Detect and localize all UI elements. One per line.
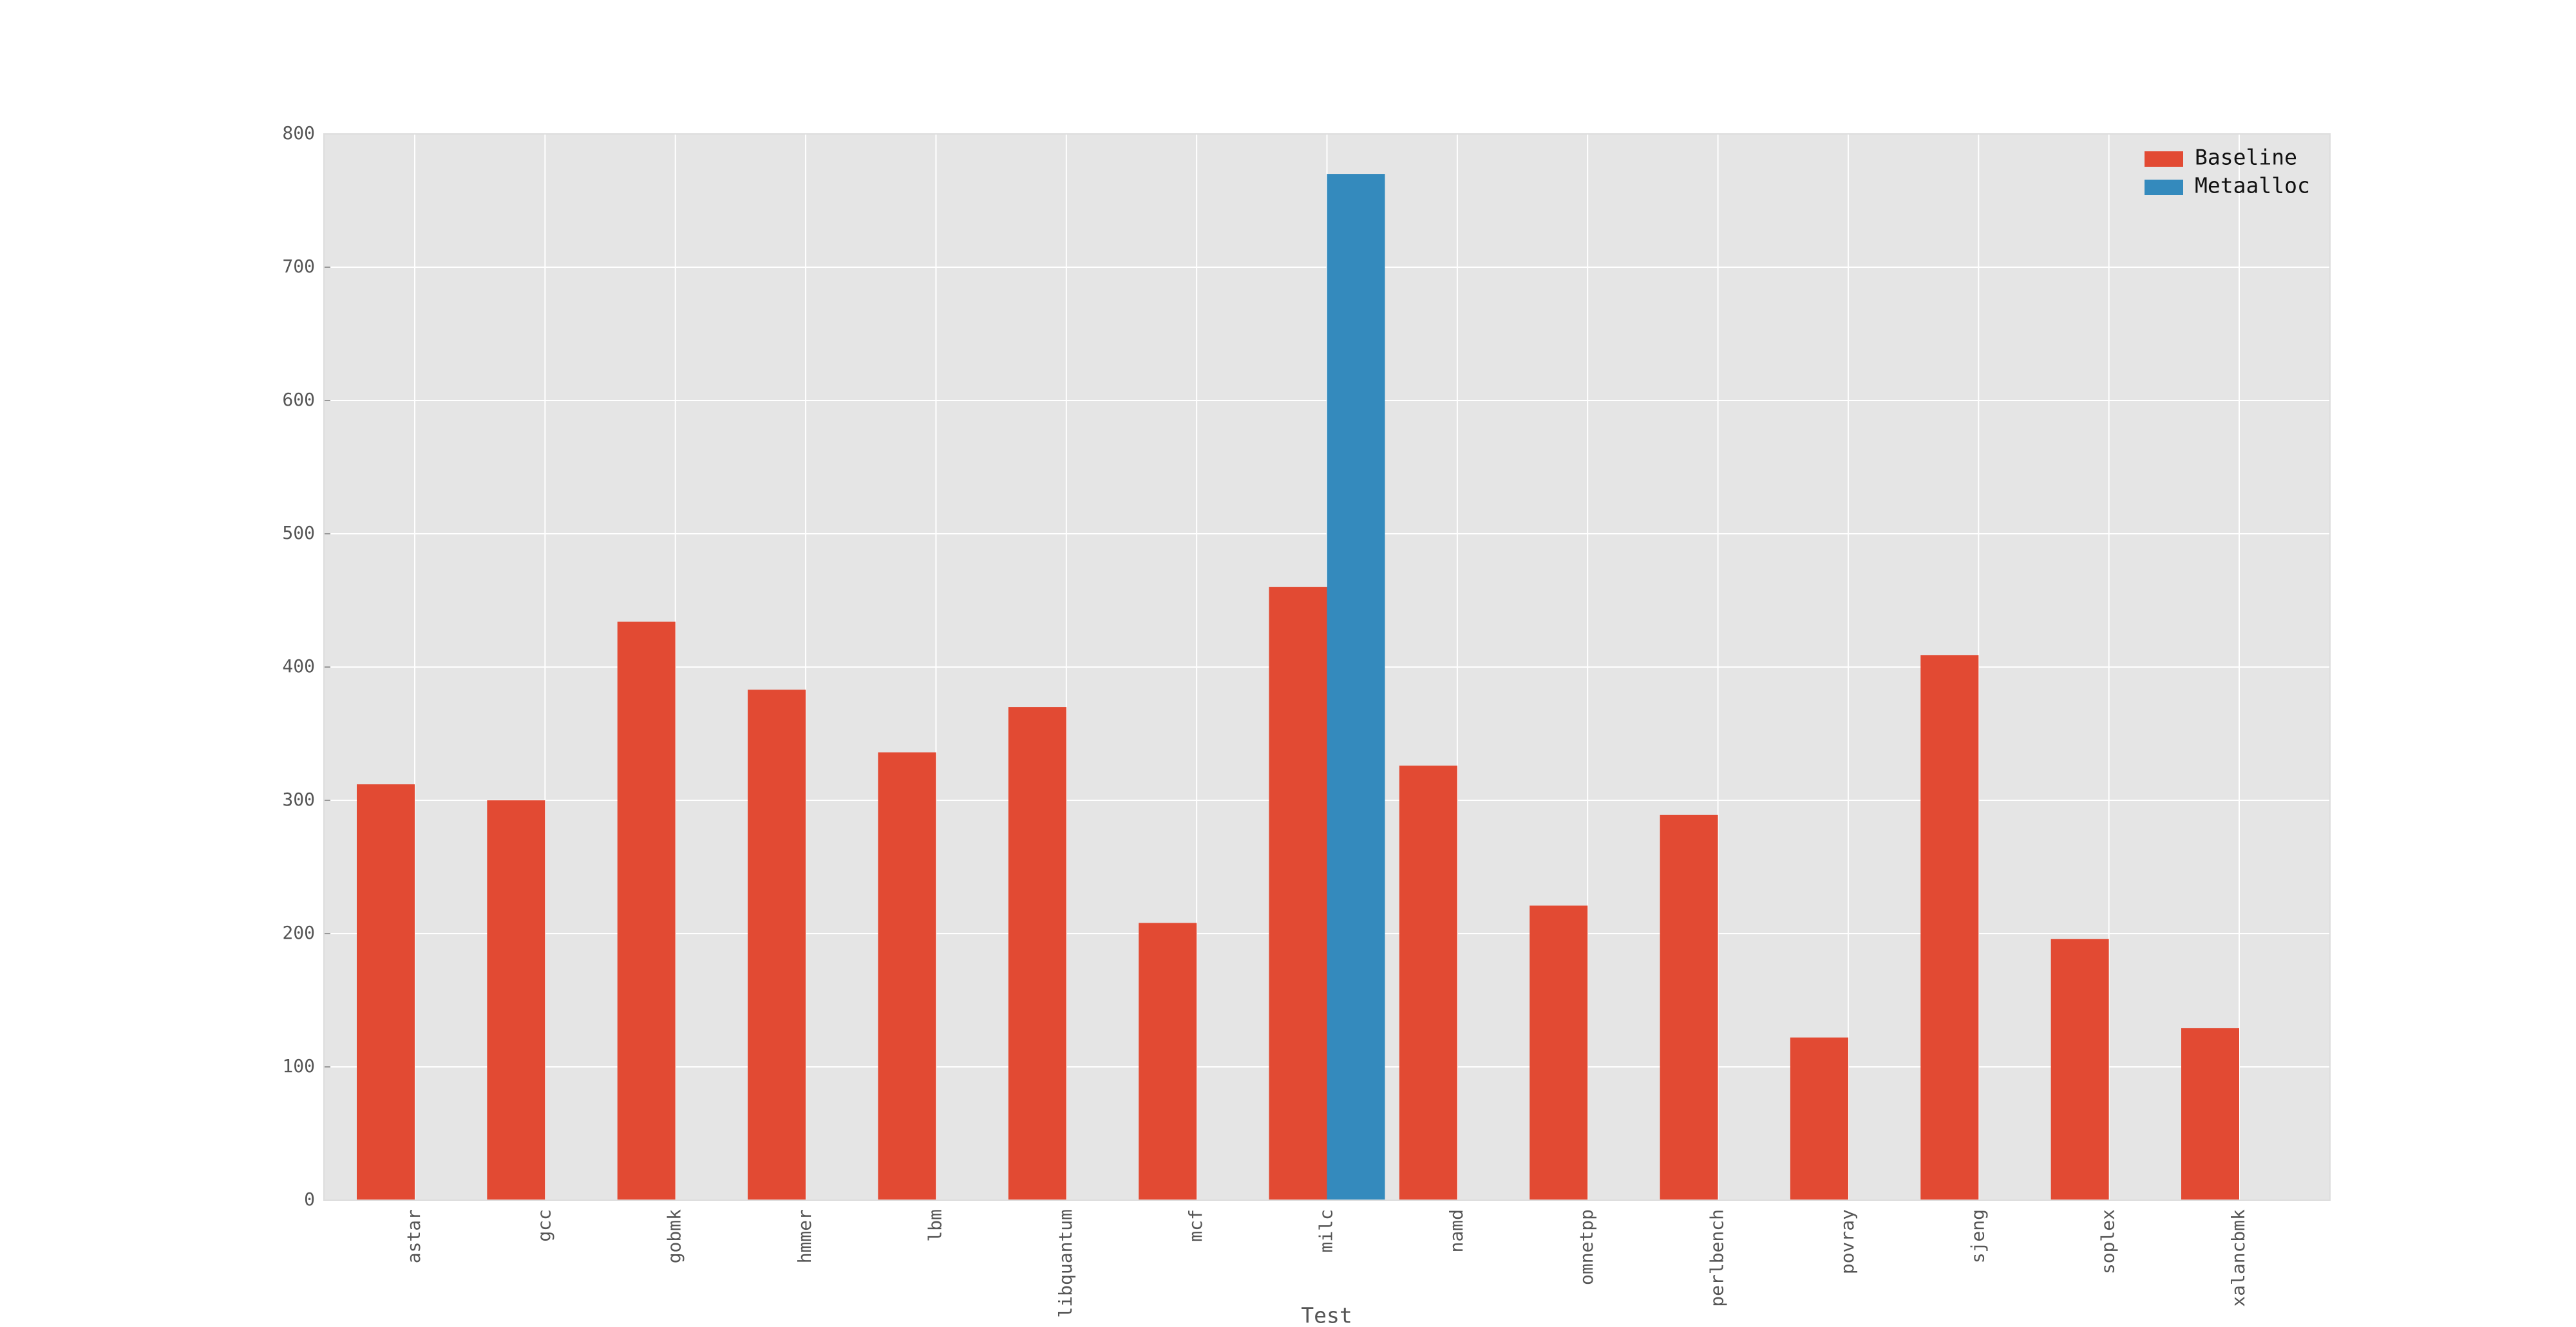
bar — [2181, 1028, 2239, 1200]
x-tick-label: lbm — [924, 1209, 945, 1242]
x-tick-label: soplex — [2098, 1209, 2119, 1274]
bar — [487, 800, 545, 1200]
bar — [878, 752, 936, 1200]
x-tick-label: mcf — [1185, 1209, 1206, 1242]
y-tick-label: 100 — [282, 1055, 315, 1077]
legend-label: Metaalloc — [2195, 173, 2310, 198]
bar — [617, 621, 676, 1200]
x-tick-label: namd — [1446, 1209, 1467, 1252]
legend-swatch — [2145, 180, 2183, 195]
y-tick-label: 500 — [282, 522, 315, 543]
y-tick-label: 0 — [304, 1189, 315, 1210]
bar — [1920, 655, 1979, 1200]
y-tick-label: 800 — [282, 122, 315, 144]
legend-label: Baseline — [2195, 145, 2297, 170]
x-tick-label: sjeng — [1967, 1209, 1988, 1263]
x-tick-label: libquantum — [1055, 1209, 1076, 1318]
bar — [2050, 939, 2109, 1200]
x-tick-label: hmmer — [794, 1209, 815, 1263]
bar — [1660, 814, 1718, 1200]
legend-swatch — [2145, 151, 2183, 167]
x-tick-label: gobmk — [664, 1209, 685, 1263]
x-tick-label: astar — [403, 1209, 424, 1263]
bar — [357, 784, 415, 1200]
x-tick-label: gcc — [533, 1209, 554, 1242]
plot-frame — [323, 133, 2331, 1201]
x-axis-label: Test — [1301, 1303, 1352, 1327]
y-tick-label: 300 — [282, 789, 315, 810]
bar — [1327, 174, 1385, 1201]
y-tick-label: 400 — [282, 655, 315, 677]
bar — [748, 690, 806, 1200]
x-tick-label: perlbench — [1707, 1209, 1728, 1307]
bar — [1269, 587, 1327, 1200]
bar — [1008, 707, 1066, 1200]
bar — [1530, 905, 1588, 1200]
x-tick-label: povray — [1837, 1209, 1858, 1274]
y-tick-label: 700 — [282, 256, 315, 277]
bar — [1139, 923, 1197, 1200]
y-tick-label: 600 — [282, 389, 315, 410]
x-tick-label: milc — [1316, 1209, 1337, 1252]
y-tick-label: 200 — [282, 922, 315, 943]
x-tick-label: xalancbmk — [2228, 1209, 2249, 1307]
bar — [1399, 766, 1457, 1200]
bar — [1790, 1037, 1848, 1200]
x-tick-label: omnetpp — [1576, 1209, 1597, 1285]
